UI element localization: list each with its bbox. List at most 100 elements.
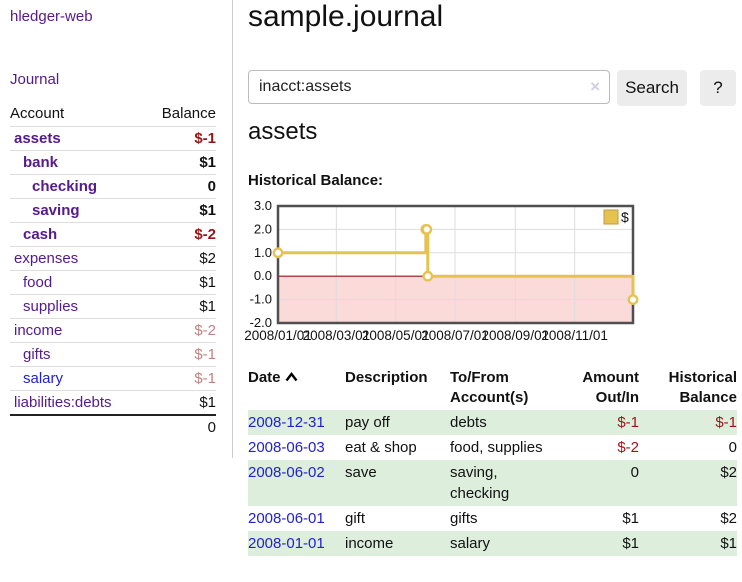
chart-svg: 3.0 2.0 1.0 0.0 -1.0 -2.02008/01/012008/03/01… [244, 198, 639, 343]
sidebar-account-link[interactable]: income [14, 322, 63, 339]
register-date-link[interactable]: 2008-01-01 [248, 535, 325, 552]
register-amount: $-1 [559, 410, 639, 435]
register-date-link[interactable]: 2008-06-03 [248, 439, 325, 456]
register-column-accounts: To/From Account(s) [450, 369, 529, 406]
register-date-link[interactable]: 2008-06-01 [248, 510, 325, 527]
sidebar-account-link[interactable]: gifts [23, 346, 51, 363]
register-table: Date Description To/From Account(s) Amou… [248, 366, 737, 556]
accounts-table: Account Balance assets $-1 bank $1 checking 0… [10, 102, 216, 439]
register-row: 2008-01-01 income salary $1 $1 [248, 531, 737, 556]
register-row: 2008-12-31 pay off debts $-1 $-1 [248, 410, 737, 435]
help-button[interactable]: ? [700, 70, 736, 106]
sidebar-account-link[interactable]: checking [32, 178, 98, 195]
account-row: bank $1 [10, 150, 216, 175]
account-balance: $-2 [144, 222, 216, 247]
sidebar-item-journal[interactable]: Journal [10, 71, 60, 88]
historical-balance-chart: 3.0 2.0 1.0 0.0 -1.0 -2.0 2008/01/01 2008/03/01… [240, 198, 742, 350]
clear-search-icon[interactable]: × [590, 77, 600, 96]
register-balance: 0 [728, 439, 737, 456]
register-date-link[interactable]: 2008-06-02 [248, 464, 325, 481]
legend-swatch [603, 209, 619, 225]
x-axis-tick-label: 2008/05/01 [362, 328, 430, 343]
account-row: income $-2 [10, 318, 216, 343]
account-balance: $1 [144, 390, 216, 415]
register-body: 2008-12-31 pay off debts $-1 $-1 2008-06-03 ea… [248, 410, 737, 556]
account-balance: $1 [144, 150, 216, 175]
account-row: expenses $2 [10, 246, 216, 271]
account-balance: $1 [144, 294, 216, 319]
chart-data-marker [272, 247, 284, 259]
search-button[interactable]: Search [617, 70, 687, 106]
account-balance: $-2 [144, 318, 216, 343]
y-axis-tick-label: -1.0 [250, 292, 272, 307]
x-axis-tick-label: 2008/09/01 [482, 328, 550, 343]
register-column-description: Description [345, 369, 428, 386]
x-axis-tick-label: 2008/01/01 [244, 328, 312, 343]
account-balance: $2 [144, 246, 216, 271]
accounts-column-balance: Balance [161, 105, 216, 122]
x-axis-tick-label: 2008/03/01 [303, 328, 371, 343]
sidebar-account-link[interactable]: liabilities:debts [14, 394, 112, 411]
register-accounts: food, supplies [450, 439, 543, 456]
register-amount: $1 [622, 510, 639, 527]
search-input-wrap: × [248, 70, 610, 104]
register-row: 2008-06-02 save saving, checking 0 $2 [248, 460, 737, 506]
chart-data-marker [421, 224, 433, 235]
account-balance: $-1 [144, 126, 216, 151]
register-description: eat & shop [345, 439, 417, 456]
accounts-body: assets $-1 bank $1 checking 0 saving $1 cash $-2 e… [10, 126, 216, 415]
account-row: supplies $1 [10, 294, 216, 319]
sidebar: hledger-web Journal Account Balance asse… [0, 0, 233, 458]
register-amount: $1 [559, 531, 639, 556]
sidebar-account-link[interactable]: cash [23, 226, 58, 243]
sidebar-account-link[interactable]: expenses [14, 250, 79, 267]
register-amount: $-2 [617, 439, 639, 456]
register-column-balance: Historical Balance [668, 369, 737, 406]
register-description: gift [345, 510, 366, 527]
register-column-amount: Amount Out/In [582, 369, 639, 406]
sidebar-account-link[interactable]: bank [23, 154, 59, 171]
account-balance: $-1 [144, 342, 216, 367]
account-row: gifts $-1 [10, 342, 216, 367]
sidebar-account-link[interactable]: assets [14, 130, 61, 147]
register-amount: 0 [559, 460, 639, 506]
account-title: assets [248, 118, 318, 145]
account-balance: $-1 [144, 366, 216, 391]
account-row: saving $1 [10, 198, 216, 223]
register-row: 2008-06-01 gift gifts $1 $2 [248, 506, 737, 531]
register-accounts: saving, checking [450, 460, 559, 506]
sidebar-account-link[interactable]: saving [32, 202, 80, 219]
chart-border [276, 204, 635, 325]
page-title: sample.journal [248, 0, 444, 33]
accounts-total-row: 0 [10, 414, 216, 439]
register-balance: $2 [639, 460, 737, 506]
chart-data-marker [422, 270, 434, 282]
account-balance: 0 [144, 174, 216, 199]
sidebar-account-link[interactable]: supplies [23, 298, 79, 315]
account-balance: $1 [144, 198, 216, 223]
x-axis-tick-label: 2008/07/01 [421, 328, 489, 343]
y-axis-tick-label: 1.0 [254, 245, 272, 260]
account-row: food $1 [10, 270, 216, 295]
account-balance: $1 [144, 270, 216, 295]
y-axis-tick-label: 0.0 [254, 268, 272, 283]
register-accounts: gifts [450, 510, 478, 527]
search-input[interactable] [248, 70, 610, 104]
register-column-date[interactable]: Date [248, 366, 345, 410]
legend-label: $ [621, 209, 629, 225]
sidebar-account-link[interactable]: food [23, 274, 53, 291]
register-accounts: debts [450, 410, 559, 435]
account-row: salary $-1 [10, 366, 216, 391]
register-date-link[interactable]: 2008-12-31 [248, 414, 325, 431]
brand-link[interactable]: hledger-web [10, 8, 93, 25]
chart-data-marker [627, 294, 639, 306]
sort-ascending-icon [285, 368, 298, 388]
sidebar-account-link[interactable]: salary [23, 370, 64, 387]
register-balance: $1 [639, 531, 737, 556]
account-row: liabilities:debts $1 [10, 390, 216, 415]
register-balance: $2 [720, 510, 737, 527]
register-row: 2008-06-03 eat & shop food, supplies $-2 0 [248, 435, 737, 460]
y-axis-tick-label: 3.0 [254, 200, 272, 213]
account-row: checking 0 [10, 174, 216, 199]
